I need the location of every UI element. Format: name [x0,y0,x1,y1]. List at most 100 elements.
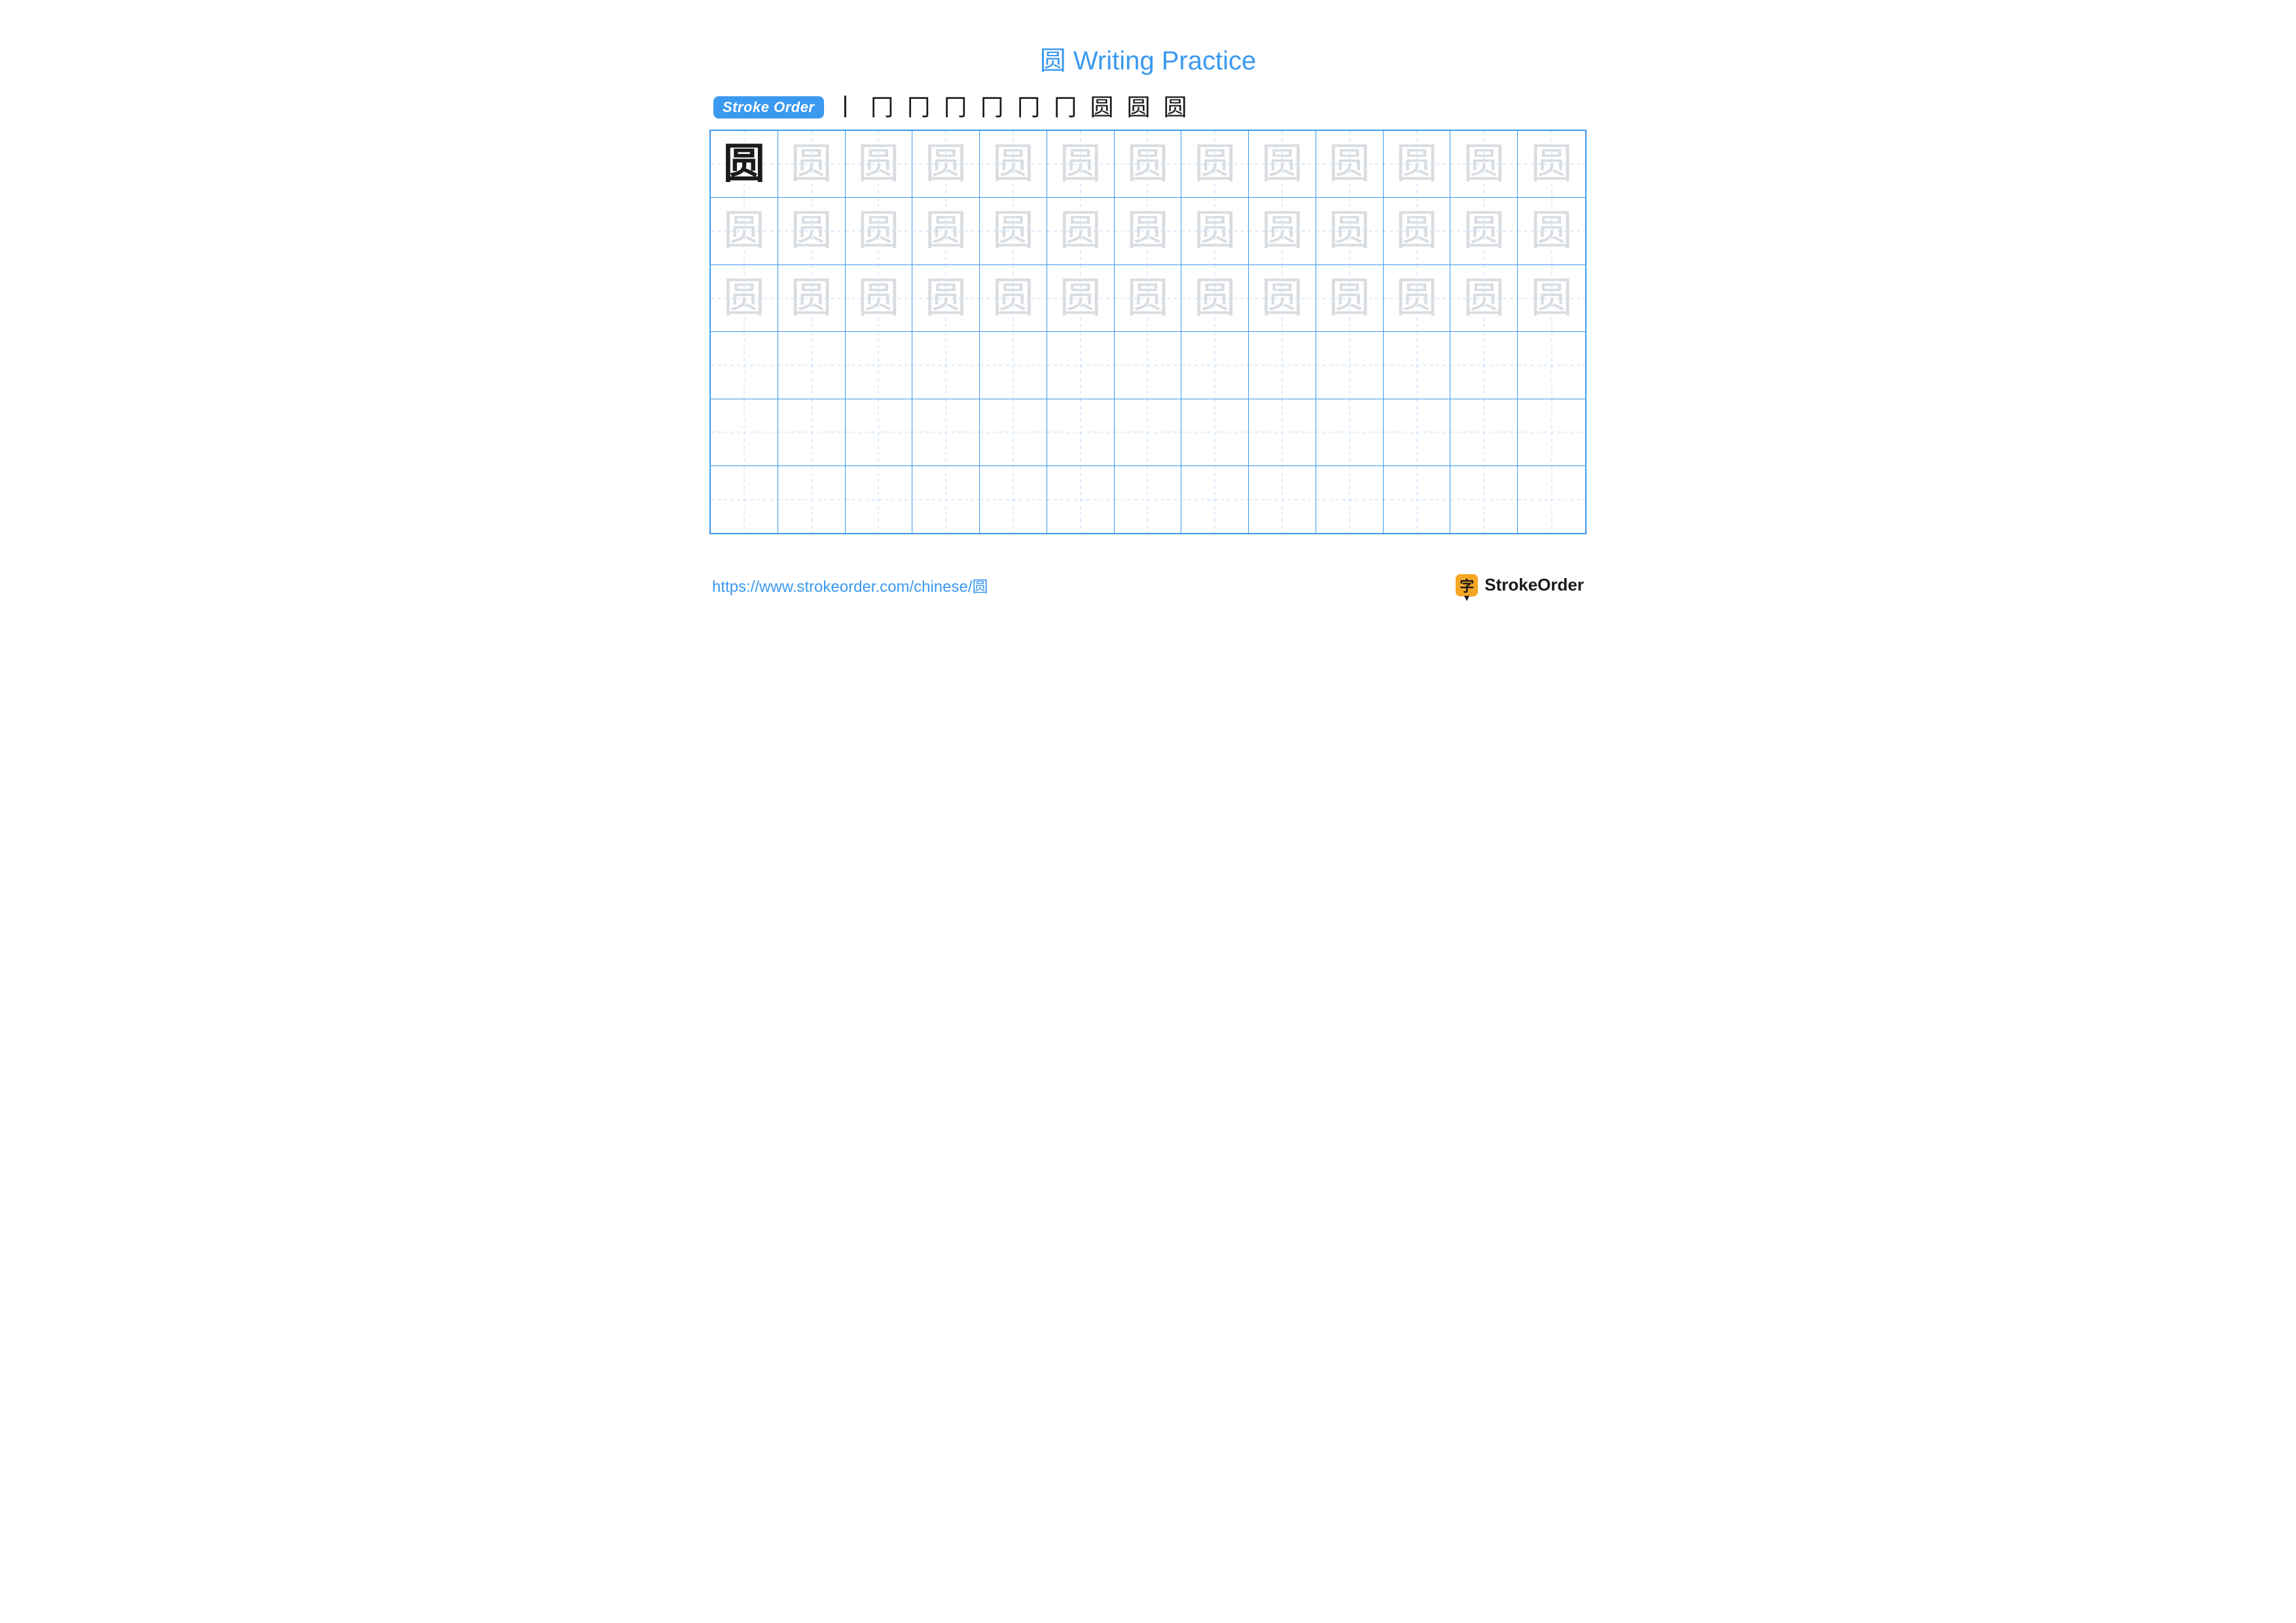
ghost-glyph: 圆 [1060,210,1102,252]
ghost-glyph: 圆 [1194,278,1236,319]
ghost-glyph: 圆 [791,278,833,319]
grid-cell [1115,399,1182,466]
grid-cell: 圆 [980,265,1047,332]
ghost-glyph: 圆 [1531,143,1573,185]
grid-cell [1316,399,1384,466]
stroke-step: 冂 [943,96,968,119]
grid-cell: 圆 [1518,265,1585,332]
ghost-glyph: 圆 [1126,210,1168,252]
grid-cell: 圆 [912,198,980,264]
grid-cell: 圆 [912,131,980,198]
grid-cell: 圆 [1518,131,1585,198]
grid-cell: 圆 [1181,198,1249,264]
ghost-glyph: 圆 [1261,278,1303,319]
ghost-glyph: 圆 [791,210,833,252]
grid-cell [778,399,846,466]
grid-cell [1047,399,1115,466]
grid-cell [1181,399,1249,466]
grid-cell [711,466,778,533]
grid-cell: 圆 [778,198,846,264]
grid-cell: 圆 [1047,198,1115,264]
ghost-glyph: 圆 [1329,278,1371,319]
grid-cell: 圆 [711,198,778,264]
grid-cell: 圆 [1384,198,1451,264]
grid-cell [1181,466,1249,533]
grid-cell [1518,332,1585,399]
grid-cell: 圆 [846,131,913,198]
stroke-step: 圆 [1163,96,1188,119]
ghost-glyph: 圆 [1194,210,1236,252]
grid-cell: 圆 [1047,265,1115,332]
grid-cell [1249,399,1316,466]
grid-cell [846,466,913,533]
grid-cell [1450,332,1518,399]
grid-cell: 圆 [912,265,980,332]
grid-cell: 圆 [1249,131,1316,198]
grid-cell: 圆 [980,198,1047,264]
stroke-step: 冂 [1016,96,1041,119]
grid-cell [1047,332,1115,399]
grid-cell: 圆 [1316,198,1384,264]
ghost-glyph: 圆 [1126,143,1168,185]
ghost-glyph: 圆 [857,143,899,185]
model-glyph: 圆 [723,143,765,185]
grid-cell: 圆 [711,265,778,332]
brand: 字 StrokeOrder [1456,574,1584,596]
grid-cell [980,466,1047,533]
grid-cell [1384,332,1451,399]
grid-cell: 圆 [1181,131,1249,198]
ghost-glyph: 圆 [1261,210,1303,252]
ghost-glyph: 圆 [1396,210,1438,252]
grid-cell [711,399,778,466]
ghost-glyph: 圆 [857,278,899,319]
grid-cell [778,332,846,399]
grid-cell: 圆 [1384,131,1451,198]
grid-cell [980,399,1047,466]
grid-cell: 圆 [1518,198,1585,264]
ghost-glyph: 圆 [1463,143,1505,185]
ghost-glyph: 圆 [1261,143,1303,185]
grid-cell [778,466,846,533]
grid-cell: 圆 [1384,265,1451,332]
grid-cell [1316,466,1384,533]
grid-cell: 圆 [1115,265,1182,332]
stroke-step: 圆 [1126,96,1151,119]
grid-cell [912,399,980,466]
ghost-glyph: 圆 [857,210,899,252]
grid-cell: 圆 [1115,198,1182,264]
grid-cell [912,332,980,399]
ghost-glyph: 圆 [992,210,1034,252]
stroke-step: 丨 [833,96,858,119]
ghost-glyph: 圆 [1060,143,1102,185]
stroke-step: 冂 [980,96,1005,119]
practice-grid: 圆圆圆圆圆圆圆圆圆圆圆圆圆圆圆圆圆圆圆圆圆圆圆圆圆圆圆圆圆圆圆圆圆圆圆圆圆圆圆 [709,130,1587,534]
brand-icon: 字 [1456,574,1478,596]
page-title: 圆 Writing Practice [709,39,1587,77]
grid-cell [1181,332,1249,399]
grid-cell: 圆 [1450,198,1518,264]
stroke-order-badge: Stroke Order [713,96,824,119]
grid-cell [846,399,913,466]
ghost-glyph: 圆 [1531,278,1573,319]
grid-cell: 圆 [1249,198,1316,264]
stroke-step: 冂 [1053,96,1078,119]
grid-cell: 圆 [980,131,1047,198]
ghost-glyph: 圆 [1126,278,1168,319]
grid-cell [1249,466,1316,533]
ghost-glyph: 圆 [925,210,967,252]
ghost-glyph: 圆 [992,278,1034,319]
grid-cell [1249,332,1316,399]
grid-cell [846,332,913,399]
ghost-glyph: 圆 [1463,210,1505,252]
grid-cell: 圆 [846,198,913,264]
ghost-glyph: 圆 [791,143,833,185]
ghost-glyph: 圆 [1329,210,1371,252]
stroke-steps: 丨冂冂冂冂冂冂圆圆圆 [833,96,1188,119]
footer: https://www.strokeorder.com/chinese/圆 字 … [709,574,1587,596]
ghost-glyph: 圆 [1396,278,1438,319]
brand-name: StrokeOrder [1484,575,1584,595]
ghost-glyph: 圆 [1463,278,1505,319]
ghost-glyph: 圆 [1329,143,1371,185]
grid-cell: 圆 [1047,131,1115,198]
ghost-glyph: 圆 [723,278,765,319]
